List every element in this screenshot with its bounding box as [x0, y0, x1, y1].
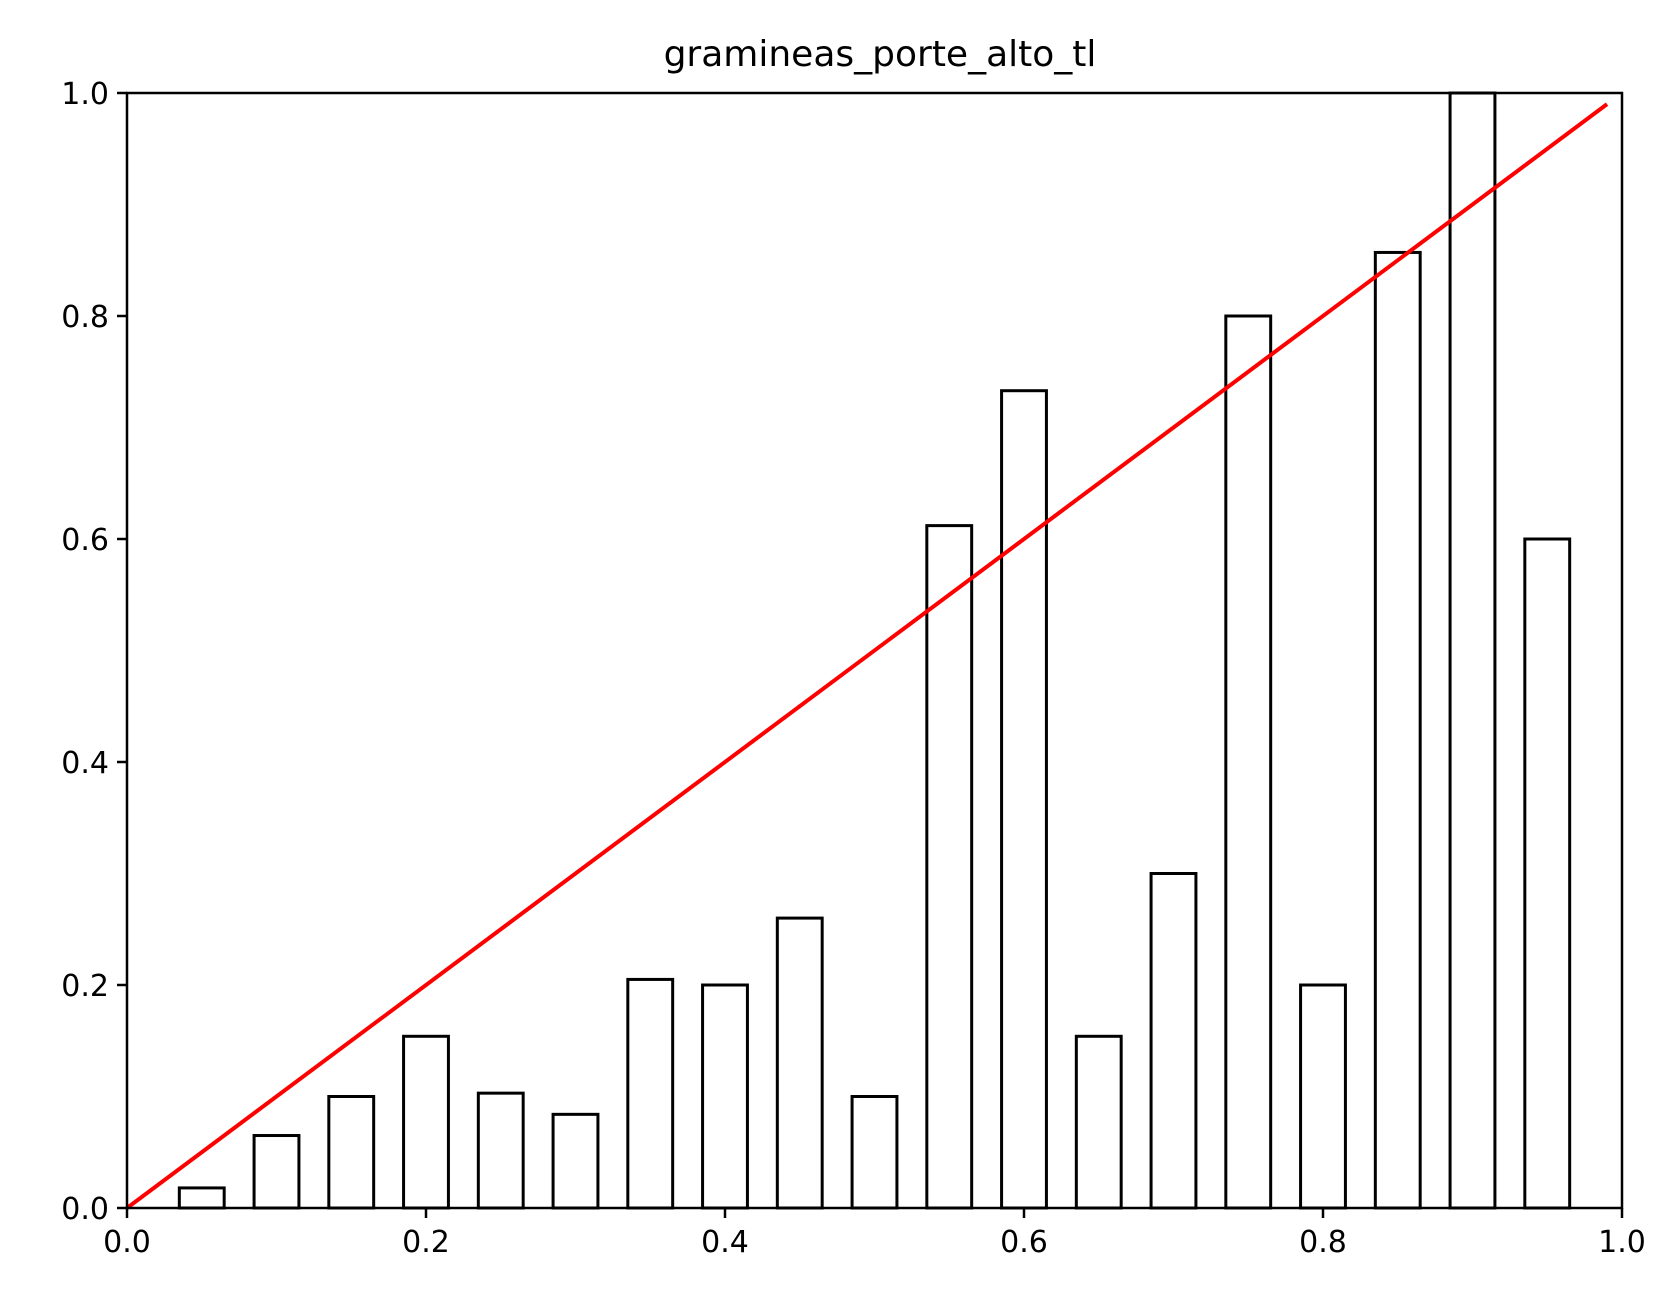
- bar: [701, 983, 749, 1210]
- bar: [626, 977, 675, 1210]
- x-tick-label: 0.6: [1000, 1225, 1048, 1260]
- bar: [1523, 537, 1572, 1210]
- chart-title: gramineas_porte_alto_tl: [664, 34, 1097, 75]
- x-tick-label: 0.8: [1299, 1225, 1347, 1260]
- bar: [775, 916, 824, 1210]
- reference-line: [125, 102, 1609, 1210]
- y-tick-label: 0.0: [61, 1192, 109, 1227]
- x-axis: 0.0 0.2 0.4 0.6 0.8 1.0: [103, 1208, 1646, 1260]
- x-tick-label: 1.0: [1598, 1225, 1646, 1260]
- bar: [1000, 389, 1048, 1210]
- bar: [476, 1091, 525, 1210]
- bar: [252, 1134, 301, 1210]
- bar: [551, 1112, 600, 1210]
- y-tick-label: 0.6: [61, 523, 109, 558]
- bar: [1224, 314, 1273, 1210]
- bar: [402, 1034, 450, 1210]
- bar: [1149, 872, 1198, 1210]
- y-axis: 0.0 0.2 0.4 0.6 0.8 1.0: [61, 77, 127, 1227]
- y-tick-label: 1.0: [61, 77, 109, 112]
- bar: [1299, 983, 1347, 1210]
- bar: [1373, 250, 1422, 1210]
- bar: [1074, 1034, 1123, 1210]
- bar: [850, 1095, 899, 1210]
- bars: [177, 91, 1572, 1210]
- x-tick-label: 0.2: [402, 1225, 450, 1260]
- bar: [1448, 91, 1497, 1210]
- y-tick-label: 0.4: [61, 746, 109, 781]
- y-tick-label: 0.2: [61, 969, 109, 1004]
- bar: [327, 1095, 376, 1210]
- x-tick-label: 0.0: [103, 1225, 151, 1260]
- x-tick-label: 0.4: [701, 1225, 749, 1260]
- y-tick-label: 0.8: [61, 300, 109, 335]
- bar: [177, 1186, 226, 1210]
- bar: [925, 524, 974, 1210]
- axes-frame: [125, 91, 1624, 1210]
